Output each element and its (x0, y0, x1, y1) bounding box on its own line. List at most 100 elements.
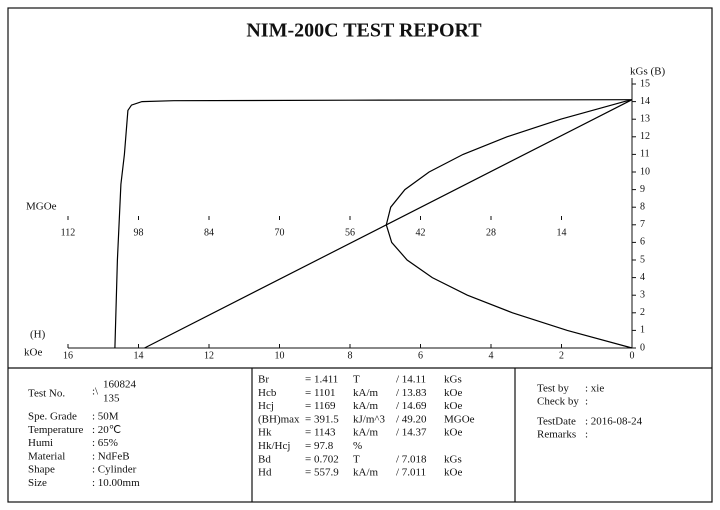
param-cell: Hk (258, 427, 272, 439)
param-cell: kA/m (353, 427, 379, 439)
y-tick-label: 15 (640, 78, 650, 89)
title: NIM-200C TEST REPORT (246, 20, 482, 42)
param-cell: = 1169 (305, 400, 336, 412)
y-tick-label: 12 (640, 131, 650, 142)
x2-tick-label: 28 (486, 227, 496, 238)
param-cell: Hcb (258, 387, 277, 399)
field-label: Test No. (28, 388, 65, 400)
param-cell: Bd (258, 453, 271, 465)
param-cell: = 0.702 (305, 453, 339, 465)
field-value: : NdFeB (92, 450, 130, 462)
x2-tick-label: 84 (204, 227, 214, 238)
field-label: Remarks (537, 429, 576, 441)
x2-tick-label: 56 (345, 227, 355, 238)
x2-tick-label: 112 (61, 227, 76, 238)
field-label: TestDate (537, 416, 576, 428)
x-tick-label: 12 (204, 350, 214, 361)
param-cell: / 7.011 (396, 467, 426, 479)
param-cell: T (353, 453, 360, 465)
y-tick-label: 1 (640, 325, 645, 336)
param-cell: / 49.20 (396, 413, 427, 425)
y-tick-label: 4 (640, 272, 645, 283)
y-tick-label: 14 (640, 96, 650, 107)
param-cell: kOe (444, 467, 462, 479)
y-tick-label: 7 (640, 219, 645, 230)
param-cell: % (353, 440, 362, 452)
curve (385, 99, 633, 349)
y-tick-label: 6 (640, 237, 645, 248)
x2-tick-label: 14 (557, 227, 567, 238)
curve (114, 99, 633, 349)
y-tick-label: 10 (640, 166, 650, 177)
param-cell: kJ/m^3 (353, 413, 386, 425)
field-label: Shape (28, 464, 55, 476)
field-value: : (585, 429, 588, 441)
x2-axis-label: MGOe (26, 201, 57, 213)
param-cell: / 13.83 (396, 387, 427, 399)
param-cell: = 1101 (305, 387, 336, 399)
param-cell: / 14.69 (396, 400, 427, 412)
y-tick-label: 3 (640, 289, 645, 300)
param-cell: kGs (444, 453, 462, 465)
param-cell: kOe (444, 387, 462, 399)
field-value: : 65% (92, 437, 118, 449)
x-tick-label: 10 (275, 350, 285, 361)
x-tick-label: 0 (630, 350, 635, 361)
field-value: : Cylinder (92, 464, 137, 476)
param-cell: kA/m (353, 467, 379, 479)
x-tick-label: 16 (63, 350, 73, 361)
y-tick-label: 9 (640, 184, 645, 195)
y-tick-label: 11 (640, 149, 650, 160)
param-cell: (BH)max (258, 413, 300, 425)
field-label: Spe. Grade (28, 411, 77, 423)
param-cell: kOe (444, 427, 462, 439)
param-cell: / 7.018 (396, 453, 427, 465)
x-tick-label: 6 (418, 350, 423, 361)
field-value: : 10.00mm (92, 477, 140, 489)
field-value: : 20℃ (92, 424, 121, 436)
x-tick-label: 8 (348, 350, 353, 361)
y-tick-label: 13 (640, 113, 650, 124)
field-label: Check by (537, 396, 579, 408)
param-cell: T (353, 374, 360, 386)
x-axis-label: kOe (24, 347, 42, 359)
y-tick-label: 0 (640, 342, 645, 353)
curve (144, 99, 633, 349)
field-value: : xie (585, 383, 604, 395)
field-label: Material (28, 450, 65, 462)
y-tick-label: 8 (640, 201, 645, 212)
param-cell: kOe (444, 400, 462, 412)
param-cell: kGs (444, 374, 462, 386)
param-cell: = 1143 (305, 427, 336, 439)
x-axis-label-top: (H) (30, 329, 46, 341)
param-cell: Hcj (258, 400, 274, 412)
field-sep: :\ (92, 386, 99, 398)
x2-tick-label: 42 (416, 227, 426, 238)
field-label: Test by (537, 383, 569, 395)
y-tick-label: 5 (640, 254, 645, 265)
x-tick-label: 4 (489, 350, 494, 361)
field-value: 160824 (103, 379, 137, 391)
param-cell: = 557.9 (305, 467, 339, 479)
x-tick-label: 2 (559, 350, 564, 361)
x2-tick-label: 70 (275, 227, 285, 238)
param-cell: = 1.411 (305, 374, 338, 386)
param-cell: / 14.37 (396, 427, 427, 439)
field-label: Size (28, 477, 47, 489)
x2-tick-label: 98 (134, 227, 144, 238)
param-cell: Hd (258, 467, 272, 479)
param-cell: / 14.11 (396, 374, 426, 386)
y-axis-label: kGs (B) (630, 66, 665, 78)
field-label: Temperature (28, 424, 84, 436)
param-cell: Hk/Hcj (258, 440, 290, 452)
param-cell: = 97.8 (305, 440, 334, 452)
param-cell: MGOe (444, 413, 475, 425)
param-cell: kA/m (353, 400, 379, 412)
param-cell: kA/m (353, 387, 379, 399)
page-frame (7, 7, 713, 503)
field-label: Humi (28, 437, 53, 449)
x-tick-label: 14 (134, 350, 144, 361)
field-value: : (585, 396, 588, 408)
param-cell: = 391.5 (305, 413, 339, 425)
